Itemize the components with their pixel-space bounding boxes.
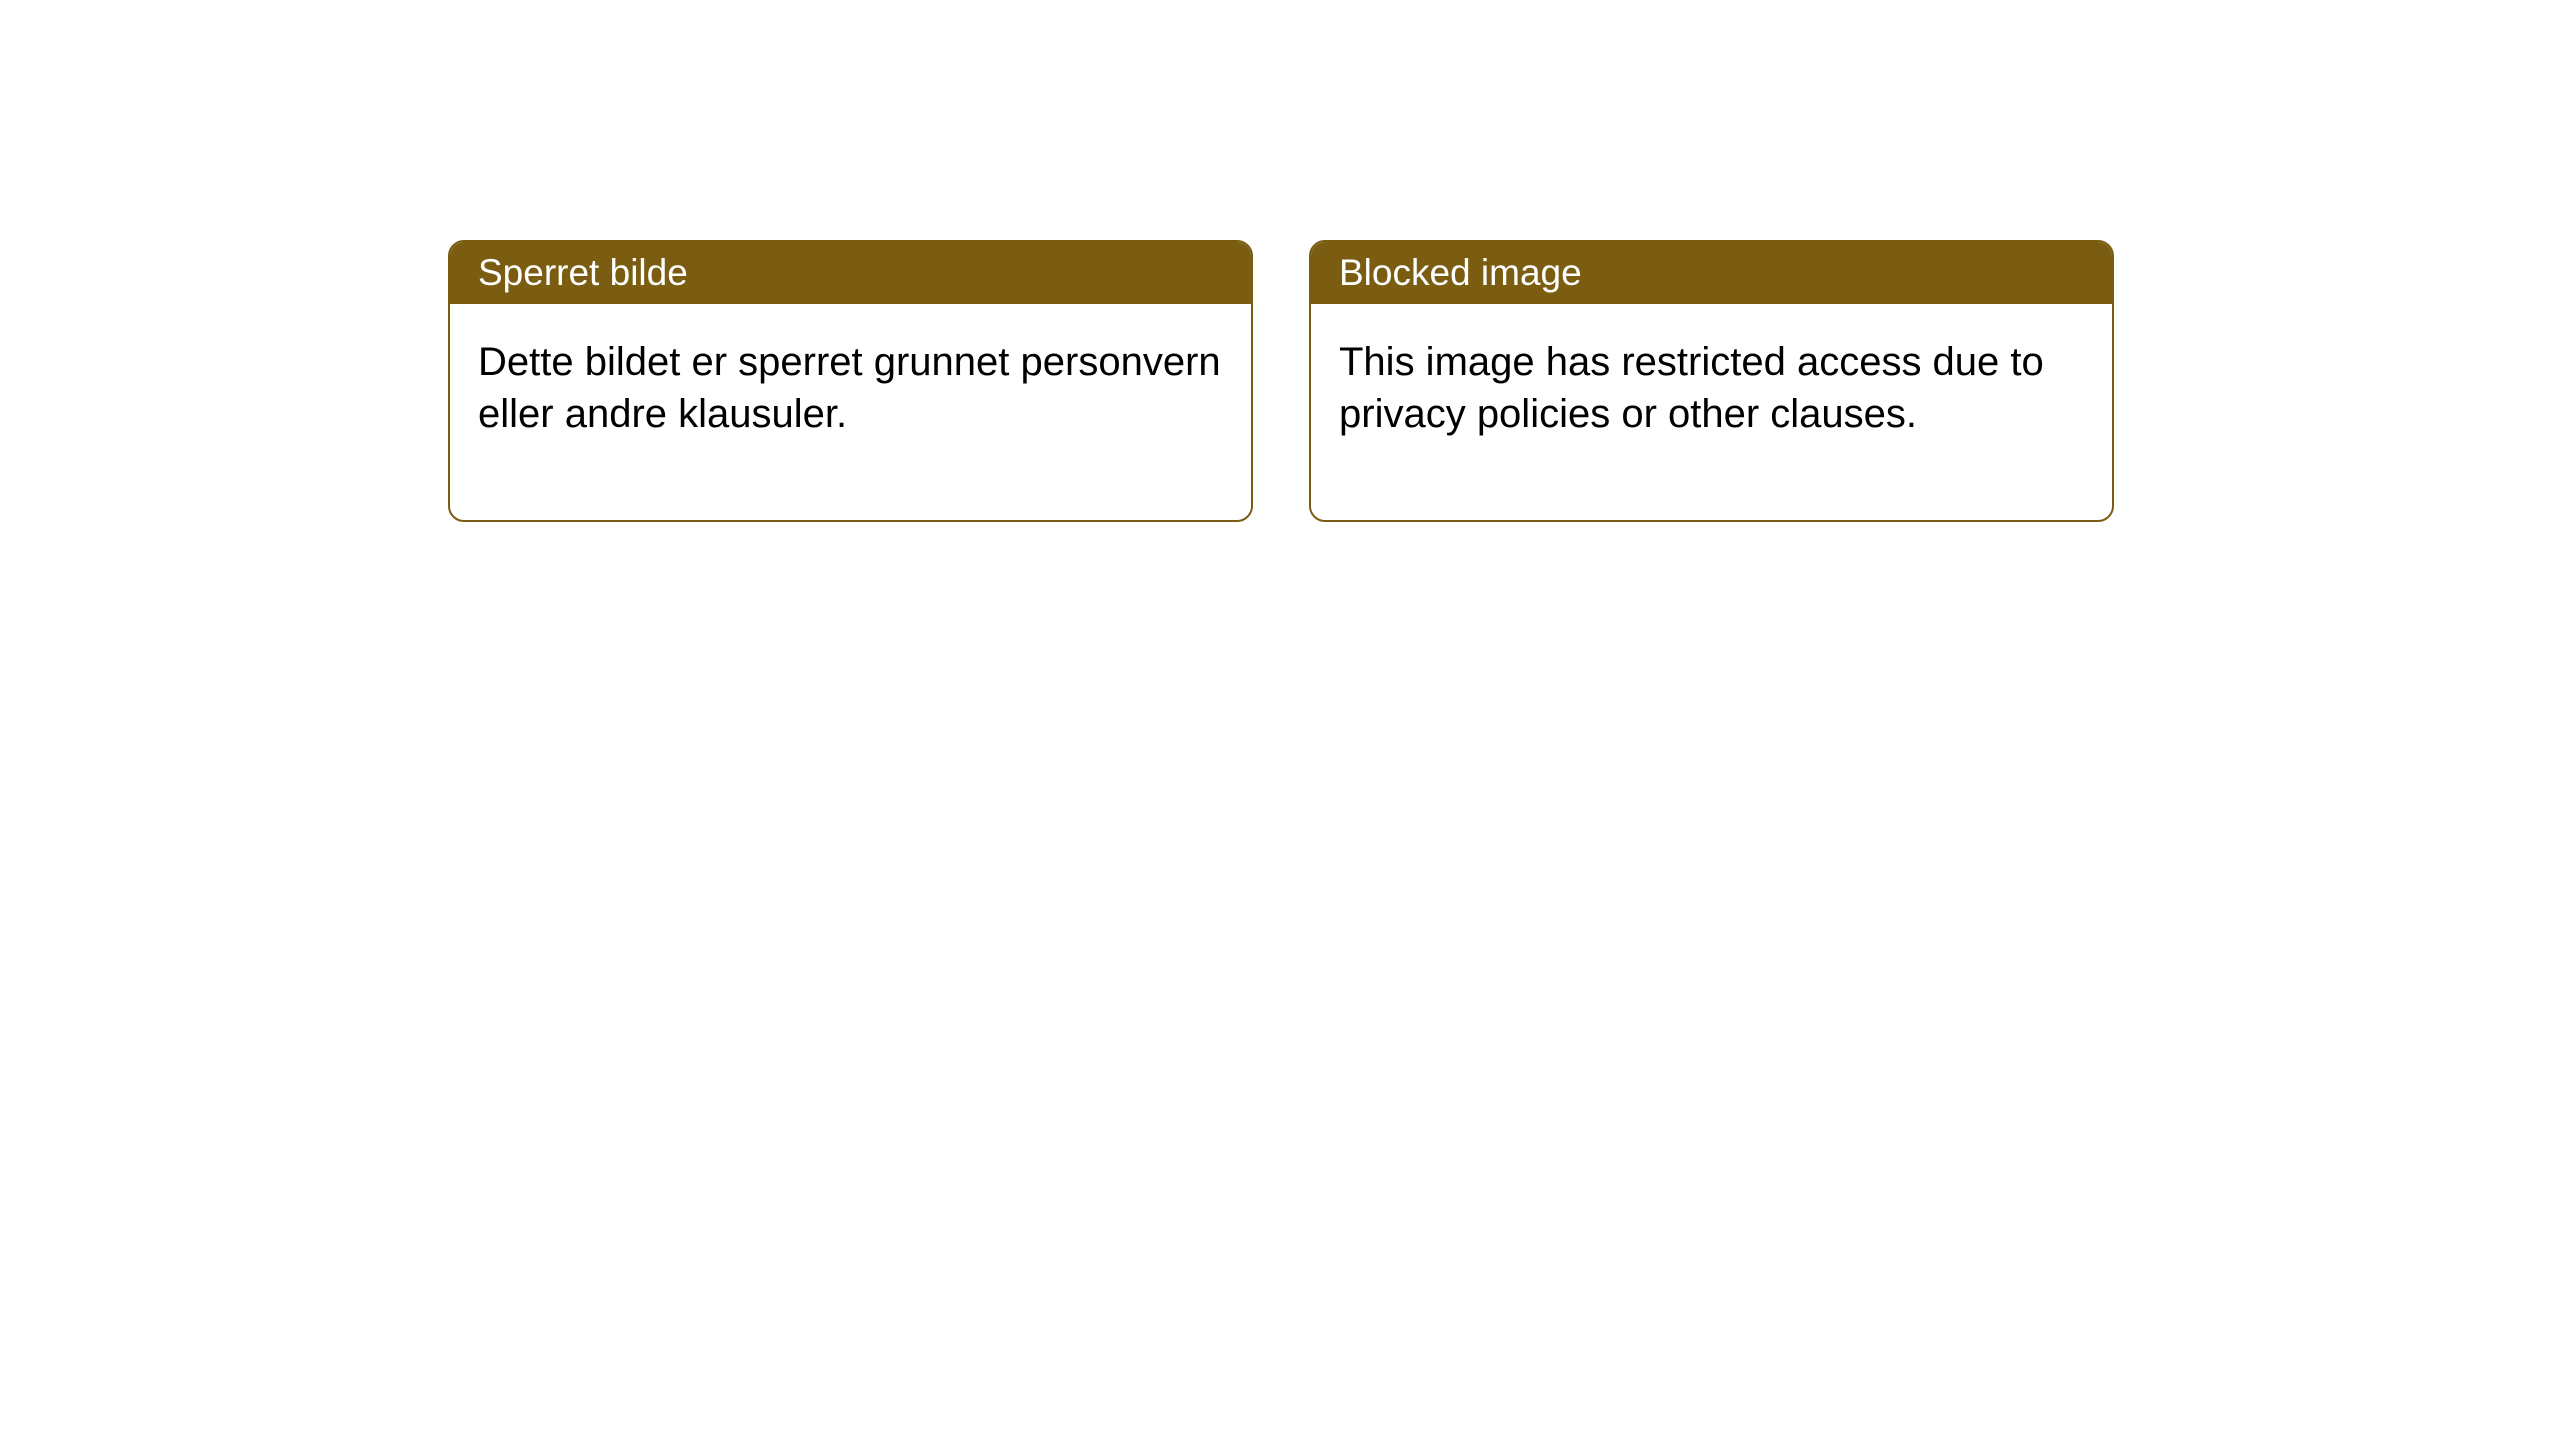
card-header: Sperret bilde [450,242,1251,304]
card-body-text: Dette bildet er sperret grunnet personve… [478,340,1221,436]
card-body: This image has restricted access due to … [1311,304,2112,520]
card-header-text: Blocked image [1339,252,1582,293]
notice-card-english: Blocked image This image has restricted … [1309,240,2114,522]
card-header: Blocked image [1311,242,2112,304]
card-header-text: Sperret bilde [478,252,688,293]
notice-cards-container: Sperret bilde Dette bildet er sperret gr… [0,0,2560,522]
notice-card-norwegian: Sperret bilde Dette bildet er sperret gr… [448,240,1253,522]
card-body-text: This image has restricted access due to … [1339,340,2044,436]
card-body: Dette bildet er sperret grunnet personve… [450,304,1251,520]
